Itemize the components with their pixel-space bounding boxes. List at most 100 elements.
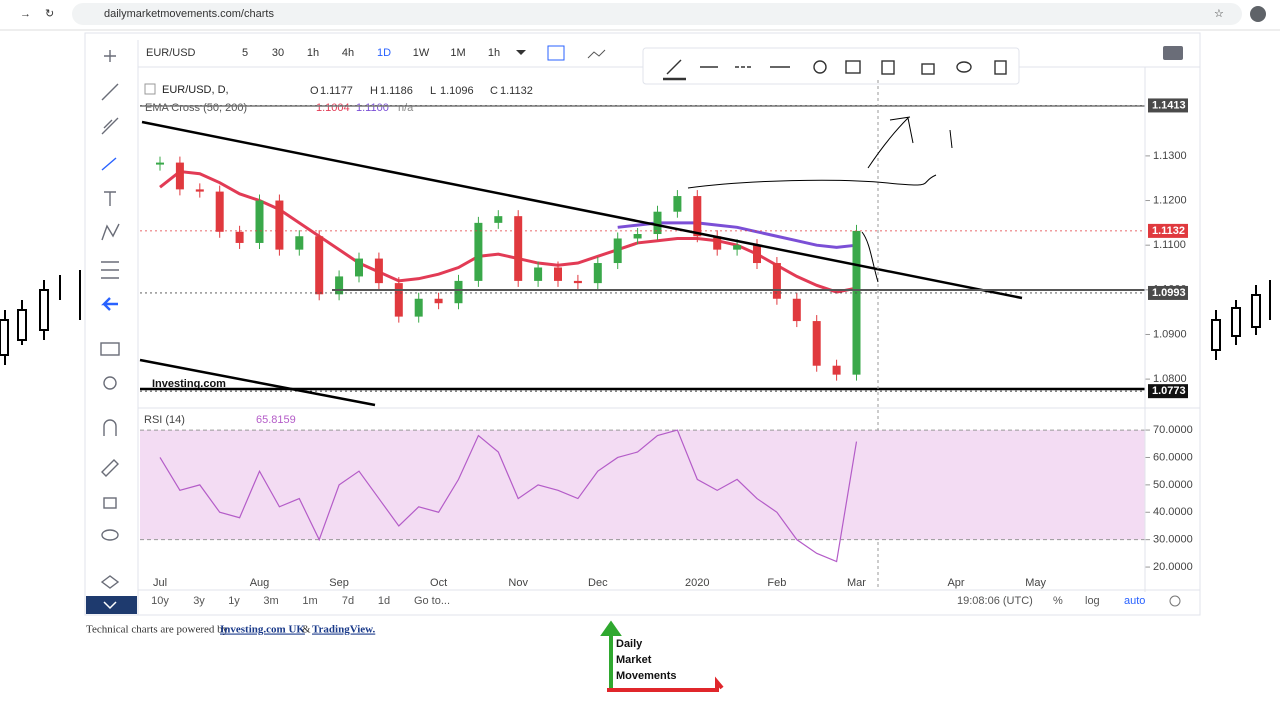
candle	[753, 245, 761, 264]
settings-icon[interactable]	[813, 60, 827, 74]
logo-text: Market	[616, 654, 652, 666]
collapse-legend[interactable]	[144, 83, 156, 95]
footer-link[interactable]: TradingView.	[312, 624, 376, 636]
footer-link[interactable]: Investing.com UK	[220, 624, 305, 636]
logo-text: Daily	[616, 638, 643, 650]
screenshot-button[interactable]	[1163, 46, 1183, 60]
interval-button[interactable]: 5	[242, 47, 248, 59]
y-tick-label: 20.0000	[1153, 561, 1193, 573]
prediction-tool[interactable]	[101, 261, 119, 279]
interval-button[interactable]: 30	[272, 47, 284, 59]
range-button[interactable]: 1d	[378, 595, 390, 607]
settings-icon[interactable]	[1169, 595, 1181, 607]
range-button[interactable]: 7d	[342, 595, 354, 607]
back-tool[interactable]	[101, 297, 118, 311]
x-tick-label: Dec	[588, 577, 608, 589]
magnet-tool[interactable]	[103, 419, 117, 436]
range-button[interactable]: 3m	[263, 595, 278, 607]
y-tick-label: 1.0800	[1153, 373, 1187, 385]
url: dailymarketmovements.com/charts	[104, 8, 274, 20]
interval-button[interactable]: 1M	[450, 47, 465, 59]
delete-icon[interactable]	[994, 60, 1007, 75]
profile-icon[interactable]	[1250, 6, 1266, 22]
text-tool[interactable]	[104, 191, 116, 206]
drawing-toolbar	[100, 50, 120, 589]
interval-button[interactable]: 1D	[377, 47, 391, 59]
y-tick-label: 40.0000	[1153, 506, 1193, 518]
log-toggle[interactable]: log	[1085, 595, 1100, 607]
y-tick-label: 1.1300	[1153, 150, 1187, 162]
x-tick-label: Nov	[508, 577, 528, 589]
y-tick-label: 60.0000	[1153, 451, 1193, 463]
rsi-value: 65.8159	[256, 414, 296, 426]
stay-drawing-tool[interactable]	[101, 459, 119, 477]
candle	[474, 222, 483, 281]
zoom-tool[interactable]	[103, 376, 117, 390]
fib-tool[interactable]	[101, 117, 119, 135]
symbol[interactable]: EUR/USD	[146, 47, 196, 59]
candle	[255, 200, 264, 243]
forward-button[interactable]: →	[20, 8, 31, 20]
rsi-line	[159, 429, 858, 563]
footer-separator: &	[302, 624, 311, 636]
ohlc-value: 1.1177	[320, 85, 353, 97]
reload-button[interactable]: ↻	[45, 8, 54, 20]
series-title: EUR/USD, D,	[162, 84, 229, 96]
template-icon[interactable]	[845, 60, 861, 74]
x-tick-label: Apr	[947, 577, 964, 589]
dropdown-icon[interactable]	[516, 50, 526, 55]
crosshair-tool[interactable]	[104, 50, 116, 62]
y-tick-label: 1.1100	[1153, 239, 1186, 251]
pen-icon[interactable]	[666, 59, 682, 75]
rsi-plot: 20.0000 30.0000 40.0000 50.0000 60.0000 70.00…	[140, 424, 1193, 573]
brush-tool[interactable]	[101, 157, 117, 171]
collapse-button[interactable]	[86, 596, 137, 614]
lock-tool[interactable]	[103, 497, 117, 509]
indicator-value: 1.1100	[356, 102, 389, 114]
range-button[interactable]: 1m	[302, 595, 317, 607]
line-type[interactable]	[587, 49, 606, 59]
rsi-title: RSI (14)	[144, 414, 185, 426]
candle	[554, 267, 562, 281]
price-label: 1.0993	[1152, 287, 1186, 299]
x-tick-label: May	[1025, 577, 1046, 589]
layers-tool[interactable]	[100, 575, 120, 589]
measure-tool[interactable]	[100, 342, 120, 356]
range-button[interactable]: 10y	[151, 595, 169, 607]
watermark: Investing.com	[152, 378, 226, 390]
ohlc-value: 1.1186	[380, 85, 413, 97]
auto-toggle[interactable]: auto	[1124, 595, 1145, 607]
bookmark-star[interactable]: ☆	[1214, 8, 1224, 20]
address-bar[interactable]	[72, 3, 1242, 25]
lock-icon[interactable]	[921, 63, 935, 75]
pattern-tool[interactable]	[101, 223, 120, 241]
y-tick-label: 30.0000	[1153, 534, 1193, 546]
indicator-value: 1.1004	[316, 102, 350, 114]
clock: 19:08:06 (UTC)	[957, 595, 1033, 607]
candle	[175, 162, 184, 190]
interval-button[interactable]: 4h	[342, 47, 354, 59]
interval-button[interactable]: 1W	[413, 47, 430, 59]
candle	[772, 263, 781, 299]
price-label-box	[1148, 223, 1188, 238]
interval-button[interactable]: 1h	[307, 47, 319, 59]
interval-button[interactable]: 1h	[488, 47, 500, 59]
price-plot: 1.08001.09001.10001.11001.12001.13001.14…	[140, 98, 1188, 589]
visibility-tool[interactable]	[101, 529, 119, 541]
rsi-band	[140, 430, 1145, 540]
range-button[interactable]: Go to...	[414, 595, 450, 607]
x-tick-label: 2020	[685, 577, 709, 589]
range-button[interactable]: 3y	[193, 595, 205, 607]
y-tick-label: 1.0900	[1153, 328, 1187, 340]
ohlc-label: H	[370, 85, 378, 97]
candle	[414, 298, 423, 317]
hide-icon[interactable]	[956, 61, 972, 73]
percent-toggle[interactable]: %	[1053, 595, 1063, 607]
candles-type[interactable]	[547, 45, 565, 61]
trendline-tool[interactable]	[101, 83, 119, 101]
candle	[355, 258, 363, 277]
clone-icon[interactable]	[881, 60, 895, 75]
range-button[interactable]: 1y	[228, 595, 240, 607]
